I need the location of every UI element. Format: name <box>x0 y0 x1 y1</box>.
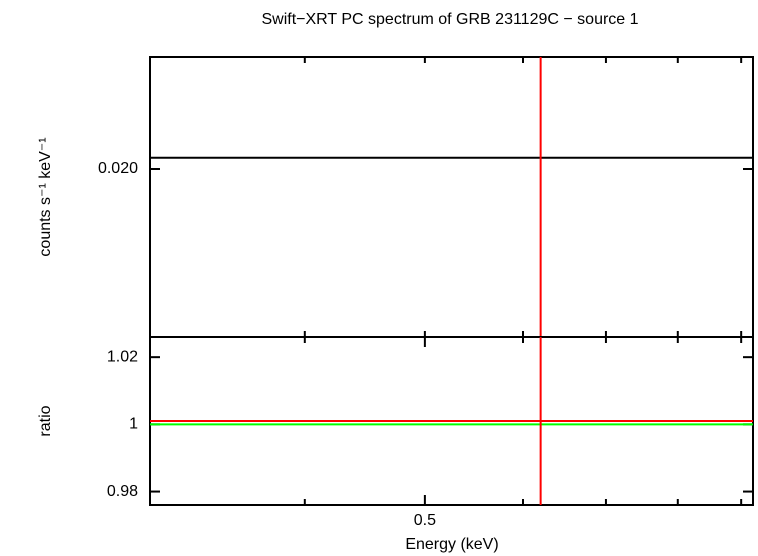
y-tick-label: 0.98 <box>107 483 138 500</box>
y-tick-label: 0.020 <box>98 160 138 177</box>
y-axis-label: counts s⁻¹ keV⁻¹ <box>37 137 54 256</box>
y-tick-label: 1.02 <box>107 348 138 365</box>
y-tick-label: 1 <box>129 416 138 433</box>
x-tick-label: 0.5 <box>414 512 436 529</box>
x-axis-label: Energy (keV) <box>405 536 498 553</box>
chart-title: Swift−XRT PC spectrum of GRB 231129C − s… <box>261 11 638 28</box>
y-axis-label: ratio <box>37 405 54 436</box>
plot-frame <box>149 56 754 338</box>
